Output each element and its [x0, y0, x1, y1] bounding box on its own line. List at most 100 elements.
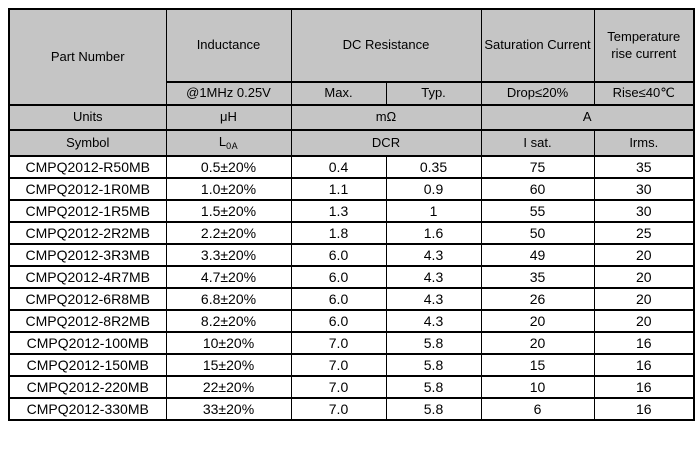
isat-cell: 35	[480, 265, 595, 289]
isat-cell: 49	[480, 243, 595, 267]
irms-cell: 35	[593, 155, 695, 179]
table-row: CMPQ2012-220MB 22±20% 7.0 5.8 10 16	[8, 375, 695, 399]
isat-cell: 20	[480, 309, 595, 333]
table-row: CMPQ2012-2R2MB 2.2±20% 1.8 1.6 50 25	[8, 221, 695, 245]
units-dcr: mΩ	[290, 104, 482, 131]
isat-cell: 26	[480, 287, 595, 311]
table-row: CMPQ2012-3R3MB 3.3±20% 6.0 4.3 49 20	[8, 243, 695, 267]
dcr-typ-cell: 4.3	[385, 265, 482, 289]
table-row: CMPQ2012-6R8MB 6.8±20% 6.0 4.3 26 20	[8, 287, 695, 311]
part-number-cell: CMPQ2012-R50MB	[8, 155, 167, 179]
irms-cell: 20	[593, 265, 695, 289]
table-row: CMPQ2012-1R5MB 1.5±20% 1.3 1 55 30	[8, 199, 695, 223]
irms-cell: 20	[593, 309, 695, 333]
inductance-cell: 1.0±20%	[165, 177, 292, 201]
symbol-inductance-main: L	[218, 133, 227, 149]
header-saturation-current: Saturation Current	[480, 8, 595, 83]
symbol-dcr: DCR	[290, 129, 482, 157]
inductance-cell: 10±20%	[165, 331, 292, 355]
isat-cell: 10	[480, 375, 595, 399]
dcr-typ-cell: 5.8	[385, 375, 482, 399]
isat-cell: 20	[480, 331, 595, 355]
dcr-max-cell: 6.0	[290, 309, 387, 333]
irms-cell: 16	[593, 353, 695, 377]
inductance-cell: 33±20%	[165, 397, 292, 421]
irms-cell: 20	[593, 243, 695, 267]
table-row: CMPQ2012-330MB 33±20% 7.0 5.8 6 16	[8, 397, 695, 421]
part-number-cell: CMPQ2012-1R0MB	[8, 177, 167, 201]
symbol-inductance: L0A	[165, 129, 292, 157]
table-row: CMPQ2012-R50MB 0.5±20% 0.4 0.35 75 35	[8, 155, 695, 179]
inductance-cell: 4.7±20%	[165, 265, 292, 289]
part-number-cell: CMPQ2012-8R2MB	[8, 309, 167, 333]
isat-cell: 75	[480, 155, 595, 179]
irms-cell: 30	[593, 177, 695, 201]
dcr-typ-cell: 0.35	[385, 155, 482, 179]
part-number-cell: CMPQ2012-330MB	[8, 397, 167, 421]
dcr-max-cell: 7.0	[290, 397, 387, 421]
header-dc-resistance: DC Resistance	[290, 8, 482, 83]
irms-cell: 25	[593, 221, 695, 245]
header-row-main: Part Number Inductance DC Resistance Sat…	[8, 8, 695, 106]
inductance-cell: 15±20%	[165, 353, 292, 377]
irms-cell: 30	[593, 199, 695, 223]
part-number-cell: CMPQ2012-100MB	[8, 331, 167, 355]
dcr-typ-cell: 1.6	[385, 221, 482, 245]
dcr-typ-cell: 5.8	[385, 353, 482, 377]
isat-cell: 50	[480, 221, 595, 245]
symbol-label: Symbol	[8, 129, 167, 157]
table-row: CMPQ2012-4R7MB 4.7±20% 6.0 4.3 35 20	[8, 265, 695, 289]
header-temperature-rise-current: Temperature rise current	[593, 8, 695, 83]
header-row-conditions: @1MHz 0.25V Max. Typ. Drop≤20% Rise≤40℃	[9, 81, 695, 106]
irms-cell: 20	[593, 287, 695, 311]
inductor-spec-table: Part Number Inductance DC Resistance Sat…	[8, 8, 696, 421]
dcr-typ-cell: 1	[385, 199, 482, 223]
irms-cell: 16	[593, 375, 695, 399]
dcr-max-cell: 6.0	[290, 243, 387, 267]
irms-cell: 16	[593, 397, 695, 421]
dcr-typ-cell: 5.8	[385, 331, 482, 355]
inductance-cell: 8.2±20%	[165, 309, 292, 333]
dcr-max-cell: 1.3	[290, 199, 387, 223]
header-rise-condition: Rise≤40℃	[593, 81, 695, 106]
dcr-max-cell: 1.1	[290, 177, 387, 201]
header-dcr-max: Max.	[290, 81, 387, 106]
part-number-cell: CMPQ2012-1R5MB	[8, 199, 167, 223]
inductance-cell: 2.2±20%	[165, 221, 292, 245]
symbol-isat: I sat.	[480, 129, 595, 157]
table-row: CMPQ2012-150MB 15±20% 7.0 5.8 15 16	[8, 353, 695, 377]
dcr-typ-cell: 4.3	[385, 287, 482, 311]
units-inductance: μH	[165, 104, 292, 131]
isat-cell: 15	[480, 353, 595, 377]
dcr-typ-cell: 4.3	[385, 243, 482, 267]
isat-cell: 55	[480, 199, 595, 223]
dcr-typ-cell: 4.3	[385, 309, 482, 333]
inductance-cell: 6.8±20%	[165, 287, 292, 311]
part-number-cell: CMPQ2012-6R8MB	[8, 287, 167, 311]
dcr-max-cell: 0.4	[290, 155, 387, 179]
units-current: A	[480, 104, 695, 131]
header-inductance-condition: @1MHz 0.25V	[165, 81, 292, 106]
dcr-max-cell: 7.0	[290, 375, 387, 399]
inductance-cell: 3.3±20%	[165, 243, 292, 267]
part-number-cell: CMPQ2012-2R2MB	[8, 221, 167, 245]
table-row: CMPQ2012-8R2MB 8.2±20% 6.0 4.3 20 20	[8, 309, 695, 333]
header-dcr-typ: Typ.	[385, 81, 482, 106]
part-number-cell: CMPQ2012-220MB	[8, 375, 167, 399]
dcr-max-cell: 1.8	[290, 221, 387, 245]
units-row: Units μH mΩ A	[8, 104, 695, 131]
units-label: Units	[8, 104, 167, 131]
dcr-typ-cell: 0.9	[385, 177, 482, 201]
dcr-max-cell: 6.0	[290, 287, 387, 311]
header-saturation-condition: Drop≤20%	[480, 81, 595, 106]
inductance-cell: 0.5±20%	[165, 155, 292, 179]
table-row: CMPQ2012-100MB 10±20% 7.0 5.8 20 16	[8, 331, 695, 355]
dcr-max-cell: 6.0	[290, 265, 387, 289]
header-part-number: Part Number	[8, 8, 167, 106]
header-inductance: Inductance	[165, 8, 292, 83]
isat-cell: 6	[480, 397, 595, 421]
table-row: CMPQ2012-1R0MB 1.0±20% 1.1 0.9 60 30	[8, 177, 695, 201]
inductance-cell: 1.5±20%	[165, 199, 292, 223]
symbol-irms: Irms.	[593, 129, 695, 157]
